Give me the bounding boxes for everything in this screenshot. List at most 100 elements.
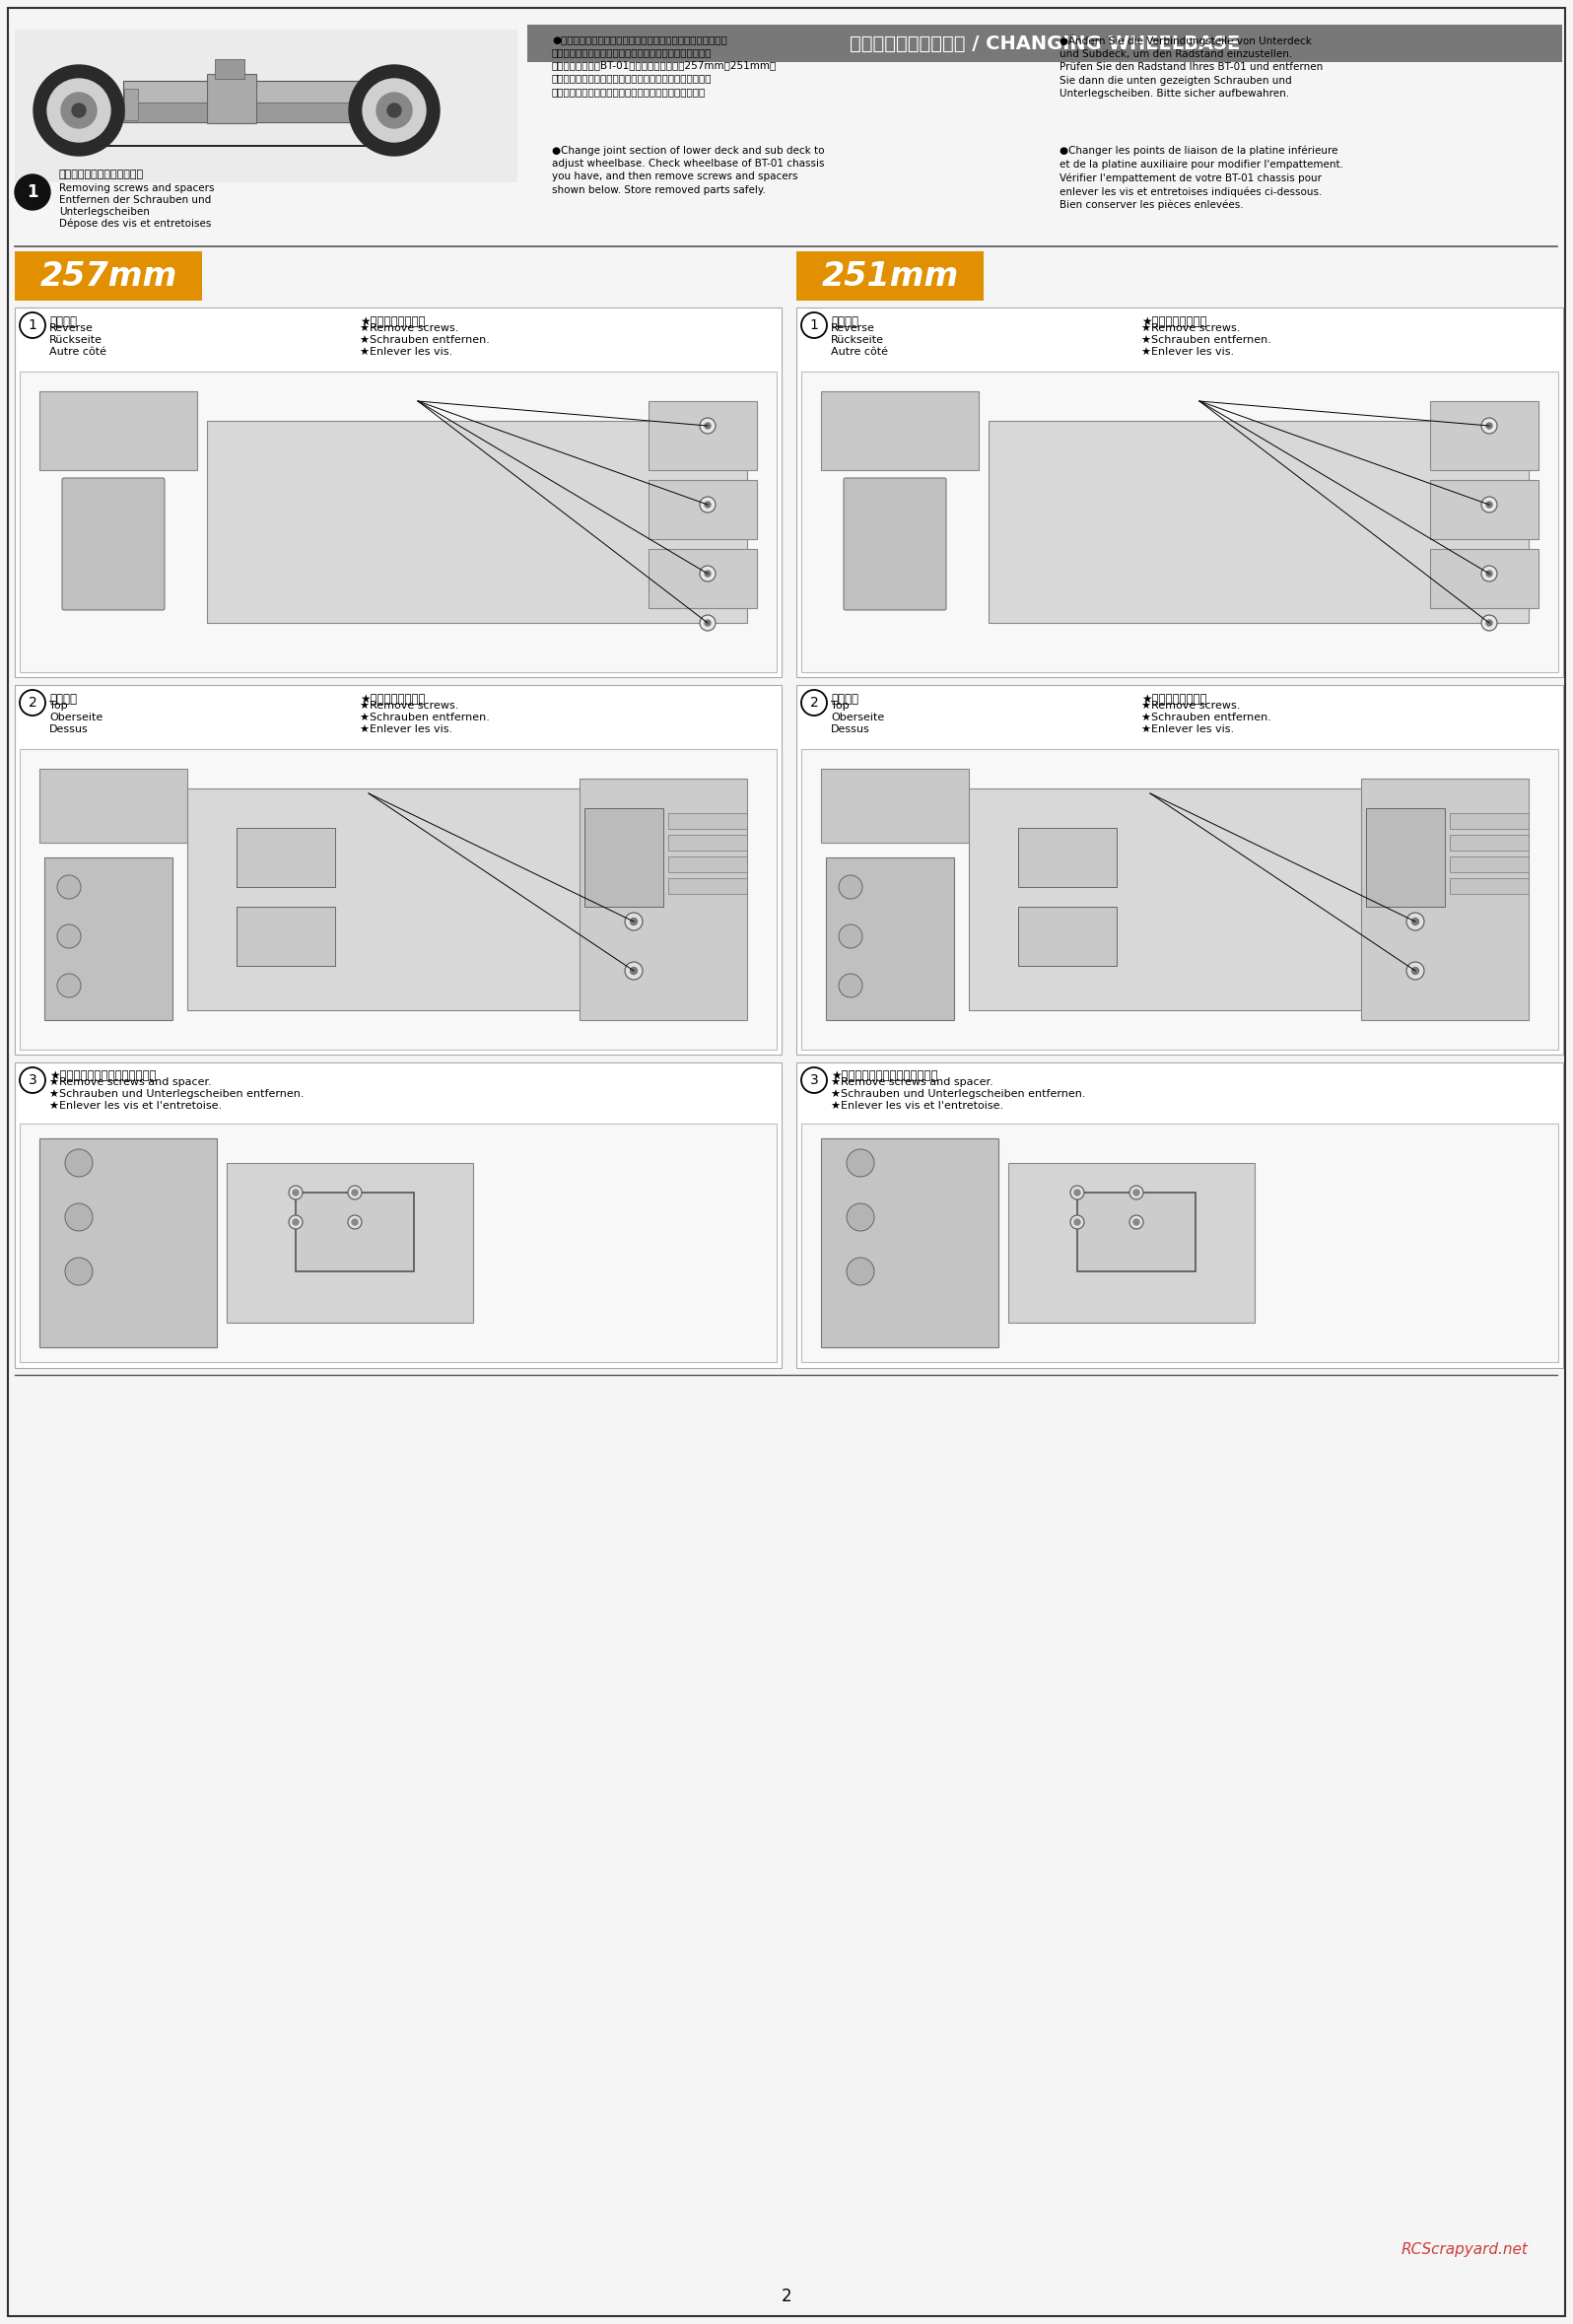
Text: ★Enlever les vis.: ★Enlever les vis.: [1142, 346, 1235, 358]
Bar: [39, 769, 187, 844]
Bar: [109, 102, 365, 123]
Text: ★Remove screws.: ★Remove screws.: [1142, 702, 1241, 711]
Circle shape: [705, 572, 711, 576]
Bar: [1018, 827, 1117, 888]
Text: ★Enlever les vis.: ★Enlever les vis.: [1142, 725, 1235, 734]
Circle shape: [631, 967, 637, 974]
Circle shape: [1482, 565, 1497, 581]
Circle shape: [1129, 1185, 1144, 1199]
Bar: [669, 858, 747, 872]
Circle shape: [1406, 913, 1424, 930]
Text: ★Schrauben entfernen.: ★Schrauben entfernen.: [360, 335, 489, 344]
Circle shape: [705, 502, 711, 507]
Text: 3: 3: [28, 1074, 36, 1088]
Circle shape: [1482, 418, 1497, 435]
Circle shape: [1070, 1185, 1084, 1199]
Circle shape: [801, 690, 827, 716]
Circle shape: [1482, 616, 1497, 630]
Circle shape: [1070, 1215, 1084, 1229]
Text: 《裏側》: 《裏側》: [49, 316, 77, 328]
Text: ★ビスを外します。: ★ビスを外します。: [1142, 693, 1206, 706]
Text: 《裏側》: 《裏側》: [831, 316, 859, 328]
Text: ビスとスペーサーの取り外し: ビスとスペーサーの取り外し: [60, 170, 145, 179]
Circle shape: [1074, 1190, 1081, 1195]
Bar: [1361, 779, 1529, 1020]
Bar: [20, 372, 777, 672]
Bar: [236, 827, 335, 888]
Circle shape: [801, 1067, 827, 1092]
Circle shape: [1486, 621, 1493, 625]
Bar: [796, 251, 983, 300]
Bar: [821, 390, 978, 469]
Text: 251mm: 251mm: [821, 260, 958, 293]
Text: 3: 3: [810, 1074, 818, 1088]
Bar: [296, 1192, 414, 1271]
Text: ★ビスを外します。: ★ビスを外します。: [360, 693, 425, 706]
Circle shape: [624, 913, 643, 930]
Circle shape: [846, 1257, 875, 1285]
Bar: [14, 251, 201, 300]
Bar: [1430, 548, 1538, 609]
Bar: [1008, 1162, 1255, 1322]
Bar: [796, 686, 1564, 1055]
Text: ★ビスを外します。: ★ビスを外します。: [360, 316, 425, 328]
Text: Rückseite: Rückseite: [831, 335, 884, 344]
Circle shape: [348, 1215, 362, 1229]
Text: 1: 1: [28, 318, 36, 332]
Bar: [14, 686, 782, 1055]
Text: 2: 2: [782, 2287, 791, 2305]
Circle shape: [801, 311, 827, 337]
Circle shape: [61, 93, 96, 128]
Circle shape: [846, 1204, 875, 1232]
Circle shape: [1486, 572, 1493, 576]
Circle shape: [352, 1190, 357, 1195]
Bar: [208, 421, 747, 623]
Bar: [796, 307, 1564, 676]
Bar: [20, 748, 777, 1050]
Bar: [579, 779, 747, 1020]
Text: ★ビスとスペーサーを外します。: ★ビスとスペーサーを外します。: [831, 1069, 938, 1083]
Text: ★Enlever les vis.: ★Enlever les vis.: [360, 346, 453, 358]
Bar: [988, 421, 1529, 623]
Text: ★Remove screws.: ★Remove screws.: [1142, 323, 1241, 332]
Bar: [801, 1122, 1559, 1362]
Circle shape: [838, 876, 862, 899]
Text: Rückseite: Rückseite: [49, 335, 102, 344]
Circle shape: [700, 565, 716, 581]
Circle shape: [352, 1220, 357, 1225]
Bar: [1450, 878, 1529, 895]
Text: Dessus: Dessus: [49, 725, 88, 734]
Text: Autre côté: Autre côté: [831, 346, 889, 358]
Bar: [14, 1062, 782, 1369]
Circle shape: [14, 174, 50, 209]
Circle shape: [1134, 1220, 1139, 1225]
Bar: [669, 834, 747, 851]
Circle shape: [289, 1215, 302, 1229]
Text: ★Schrauben und Unterlegscheiben entfernen.: ★Schrauben und Unterlegscheiben entferne…: [831, 1090, 1085, 1099]
Circle shape: [1413, 967, 1419, 974]
Bar: [365, 88, 379, 121]
Text: ★Remove screws.: ★Remove screws.: [360, 702, 459, 711]
Bar: [826, 858, 955, 1020]
Text: Entfernen der Schrauben und: Entfernen der Schrauben und: [60, 195, 211, 205]
Circle shape: [64, 1257, 93, 1285]
Circle shape: [624, 962, 643, 981]
Circle shape: [289, 1185, 302, 1199]
Bar: [669, 878, 747, 895]
Circle shape: [20, 690, 46, 716]
Circle shape: [700, 418, 716, 435]
Circle shape: [631, 918, 637, 925]
Text: ●Changer les points de liaison de la platine inférieure
et de la platine auxilia: ●Changer les points de liaison de la pla…: [1060, 146, 1343, 211]
Bar: [1365, 809, 1446, 906]
Circle shape: [72, 105, 87, 116]
Bar: [236, 906, 335, 967]
Circle shape: [349, 65, 439, 156]
Bar: [1078, 1192, 1195, 1271]
Text: ★Schrauben und Unterlegscheiben entfernen.: ★Schrauben und Unterlegscheiben entferne…: [49, 1090, 304, 1099]
Bar: [216, 58, 244, 79]
Circle shape: [57, 925, 80, 948]
Text: Autre côté: Autre côté: [49, 346, 107, 358]
Text: RCScrapyard.net: RCScrapyard.net: [1400, 2243, 1527, 2257]
Text: 1: 1: [27, 184, 38, 202]
Bar: [187, 788, 590, 1011]
